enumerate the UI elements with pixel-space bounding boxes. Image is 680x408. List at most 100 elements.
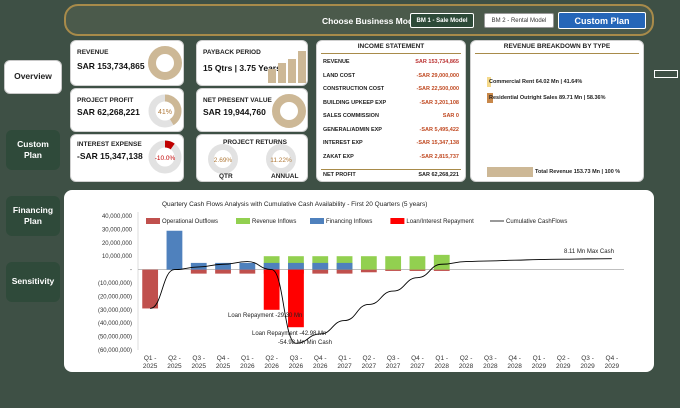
x-tick-label: 2029 bbox=[556, 363, 571, 370]
bar bbox=[336, 262, 353, 270]
income-row-value: -SAR 3,201,108 bbox=[419, 99, 459, 106]
x-tick-label: 2027 bbox=[362, 363, 377, 370]
y-tick-label: (40,000,000) bbox=[98, 321, 132, 327]
bar bbox=[288, 262, 304, 270]
custom-plan-button[interactable]: Custom Plan bbox=[558, 12, 646, 29]
x-tick-label: 2026 bbox=[240, 363, 255, 370]
bar bbox=[336, 269, 353, 274]
x-tick-label: 2027 bbox=[410, 363, 425, 370]
breakdown-bar bbox=[487, 93, 493, 103]
legend-label: Loan/Interest Repayment bbox=[406, 219, 474, 225]
income-row-value: -SAR 22,500,000 bbox=[416, 86, 460, 92]
bar bbox=[409, 269, 426, 271]
revenue-donut bbox=[148, 46, 182, 80]
x-tick-label: 2027 bbox=[386, 363, 401, 370]
legend-label: Financing Inflows bbox=[326, 219, 372, 225]
bar bbox=[142, 269, 159, 309]
y-tick-label: 20,000,000 bbox=[102, 241, 133, 247]
income-row-value: -SAR 29,000,000 bbox=[416, 72, 460, 79]
legend-label: Operational Outflows bbox=[162, 219, 218, 225]
income-row: GENERAL/ADMIN EXP -SAR 5,495,422 bbox=[323, 127, 459, 133]
bm1-sale-model-button[interactable]: BM 1 - Sale Model bbox=[410, 13, 474, 28]
returns-qtr-donut: 2.69% bbox=[208, 144, 238, 174]
bar bbox=[190, 269, 207, 274]
project-returns-card: PROJECT RETURNS 2.69% QTR 11.22% ANNUAL bbox=[196, 134, 308, 182]
x-tick-label: 2028 bbox=[483, 363, 498, 370]
payback-label: PAYBACK PERIOD bbox=[203, 49, 261, 56]
model-selector-bar: Choose Business Model BM 1 - Sale Model … bbox=[64, 4, 654, 36]
income-row-value: -SAR 5,495,422 bbox=[419, 126, 459, 133]
nav-overview-button[interactable]: Overview bbox=[4, 60, 62, 94]
bar bbox=[360, 269, 377, 273]
net-profit-row: NET PROFIT SAR 62,268,221 bbox=[323, 172, 459, 178]
interest-pct: -10.0% bbox=[155, 155, 176, 162]
profit-label: PROJECT PROFIT bbox=[77, 97, 134, 104]
x-tick-label: 2025 bbox=[192, 363, 207, 370]
nav-custom-plan-button[interactable]: Custom Plan bbox=[6, 130, 60, 170]
x-tick-label: Q4 - bbox=[508, 355, 521, 362]
x-tick-label: Q2 - bbox=[168, 355, 181, 362]
income-statement-title: INCOME STATEMENT bbox=[357, 43, 425, 50]
x-tick-label: 2028 bbox=[459, 363, 474, 370]
y-tick-label: - bbox=[130, 268, 132, 274]
revenue-breakdown-title: REVENUE BREAKDOWN BY TYPE bbox=[503, 43, 611, 50]
income-row: BUILDING UPKEEP EXP -SAR 3,201,108 bbox=[323, 100, 459, 106]
kpi-panel: REVENUE SAR 153,734,865 PAYBACK PERIOD 1… bbox=[64, 36, 654, 186]
bottom-bar bbox=[64, 376, 654, 408]
legend-swatch bbox=[236, 218, 250, 224]
x-tick-label: 2025 bbox=[143, 363, 158, 370]
income-row-label: BUILDING UPKEEP EXP bbox=[323, 99, 387, 106]
profit-pct: 41% bbox=[158, 109, 172, 116]
breakdown-divider bbox=[475, 53, 639, 54]
breakdown-bar bbox=[487, 77, 491, 87]
income-row: CONSTRUCTION COST -SAR 22,500,000 bbox=[323, 86, 459, 92]
chart-annotation: Loan Repayment -29.30 Mn bbox=[228, 313, 302, 319]
revenue-label: REVENUE bbox=[77, 49, 109, 56]
x-tick-label: Q3 - bbox=[581, 355, 594, 362]
x-tick-label: 2028 bbox=[435, 363, 450, 370]
x-tick-label: Q3 - bbox=[484, 355, 497, 362]
legend-label: Cumulative CashFlows bbox=[506, 219, 567, 225]
bar bbox=[385, 269, 402, 271]
nav-financing-plan-button[interactable]: Financing Plan bbox=[6, 196, 60, 236]
revenue-card: REVENUE SAR 153,734,865 bbox=[70, 40, 184, 86]
bar bbox=[385, 256, 402, 270]
chart-annotation: Loan Repayment -42.98 Mn bbox=[252, 331, 326, 337]
x-tick-label: 2026 bbox=[264, 363, 279, 370]
income-row-label: CONSTRUCTION COST bbox=[323, 86, 385, 92]
bar bbox=[263, 269, 280, 310]
x-tick-label: Q2 - bbox=[460, 355, 473, 362]
y-tick-label: 10,000,000 bbox=[102, 254, 133, 260]
interest-expense-card: INTEREST EXPENSE -SAR 15,347,138 -10.0% bbox=[70, 134, 184, 182]
bar bbox=[288, 269, 304, 328]
svg-text:2.69%: 2.69% bbox=[214, 157, 233, 164]
y-tick-label: 30,000,000 bbox=[102, 227, 133, 233]
y-tick-label: (60,000,000) bbox=[98, 348, 132, 354]
bar bbox=[312, 269, 329, 274]
payback-card: PAYBACK PERIOD 15 Qtrs | 3.75 Years bbox=[196, 40, 308, 86]
cashflow-chart-panel: Quartery Cash Flows Analysis with Cumula… bbox=[64, 190, 654, 372]
bar bbox=[312, 262, 329, 270]
svg-text:11.22%: 11.22% bbox=[270, 157, 292, 164]
cashflow-chart: Quartery Cash Flows Analysis with Cumula… bbox=[98, 201, 624, 370]
net-profit-value: SAR 62,268,221 bbox=[418, 172, 459, 178]
y-tick-label: (10,000,000) bbox=[98, 281, 132, 287]
total-revenue-label: Total Revenue 153.73 Mn | 100 % bbox=[535, 169, 621, 175]
returns-qtr-label: QTR bbox=[219, 173, 233, 180]
bar bbox=[409, 256, 426, 270]
returns-annual-label: ANNUAL bbox=[271, 173, 299, 180]
bar bbox=[166, 230, 183, 270]
bm2-rental-model-button[interactable]: BM 2 - Rental Model bbox=[484, 13, 554, 28]
nav-sensitivity-button[interactable]: Sensitivity bbox=[6, 262, 60, 302]
income-row: LAND COST -SAR 29,000,000 bbox=[323, 73, 459, 79]
x-tick-label: 2029 bbox=[580, 363, 595, 370]
x-tick-label: Q4 - bbox=[217, 355, 230, 362]
x-tick-label: 2028 bbox=[507, 363, 522, 370]
income-row-label: GENERAL/ADMIN EXP bbox=[323, 126, 382, 133]
revenue-value: SAR 153,734,865 bbox=[77, 61, 145, 71]
payback-value: 15 Qtrs | 3.75 Years bbox=[203, 63, 281, 73]
bar bbox=[360, 256, 377, 270]
income-divider bbox=[321, 53, 461, 54]
bar bbox=[433, 254, 450, 270]
breakdown-label: Commercial Rent 64.02 Mn | 41.64% bbox=[489, 79, 583, 85]
